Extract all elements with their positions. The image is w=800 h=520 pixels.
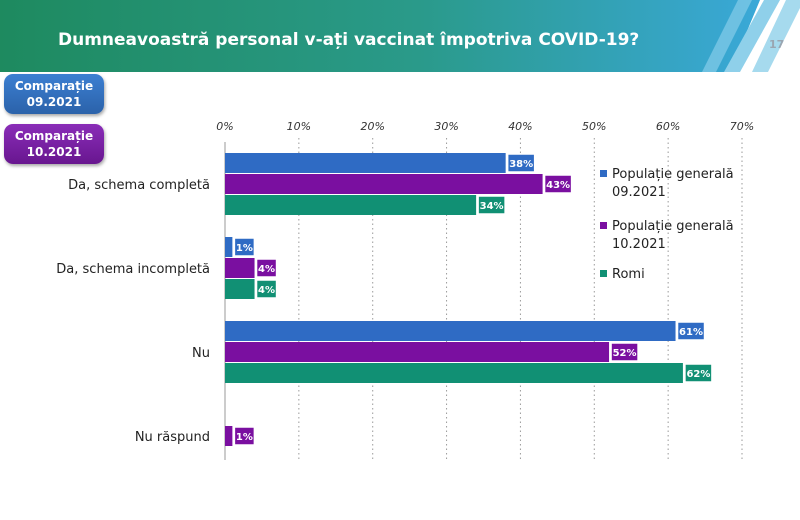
bar <box>225 153 506 173</box>
badge-label: Comparație <box>14 79 94 93</box>
x-tick-label: 60% <box>656 120 680 133</box>
data-label: 4% <box>258 264 275 275</box>
data-label: 62% <box>686 369 710 380</box>
data-label: 34% <box>480 201 504 212</box>
data-label: 4% <box>258 285 275 296</box>
page-number: 17 <box>769 38 785 51</box>
category-label: Nu răspund <box>135 430 210 445</box>
legend-label: Populație generală <box>612 167 734 182</box>
bar <box>225 321 676 341</box>
x-tick-label: 70% <box>730 120 754 133</box>
legend-label-date: 09.2021 <box>612 185 666 200</box>
bar <box>225 237 233 257</box>
legend-label: Populație generală <box>612 219 734 234</box>
legend-label-date: 10.2021 <box>612 237 666 252</box>
x-tick-label: 50% <box>582 120 606 133</box>
data-label-box <box>255 279 278 299</box>
bar <box>225 258 255 278</box>
data-label-box <box>255 258 278 278</box>
bar <box>225 279 255 299</box>
x-tick-label: 20% <box>360 120 384 133</box>
data-label-box <box>543 174 573 194</box>
data-label: 61% <box>679 327 703 338</box>
data-label-box <box>506 153 536 173</box>
data-label-box <box>233 426 256 446</box>
legend-marker <box>600 222 607 229</box>
page-title: Dumneavoastră personal v-ați vaccinat îm… <box>58 30 640 50</box>
bar <box>225 342 610 362</box>
data-label-box <box>684 363 713 383</box>
data-label: 38% <box>509 159 533 170</box>
badge-label: Comparație <box>14 129 94 143</box>
badge-date: 10.2021 <box>26 145 82 159</box>
legend-marker <box>600 170 607 177</box>
comparison-badge-10-2021[interactable]: Comparație 10.2021 <box>4 124 104 164</box>
x-tick-label: 40% <box>508 120 532 133</box>
data-label-box <box>477 195 506 215</box>
category-label: Da, schema completă <box>68 178 210 193</box>
legend-label: Romi <box>612 267 645 282</box>
x-tick-label: 10% <box>287 120 311 133</box>
badge-date: 09.2021 <box>26 95 82 109</box>
header-banner <box>0 0 800 72</box>
bar <box>225 426 233 446</box>
data-label-box <box>610 342 639 362</box>
data-label-box <box>676 321 706 341</box>
data-label: 1% <box>236 432 253 443</box>
data-label: 52% <box>613 348 637 359</box>
data-label: 43% <box>546 180 570 191</box>
comparison-badge-09-2021[interactable]: Comparație 09.2021 <box>4 74 104 114</box>
data-label: 1% <box>236 243 253 254</box>
category-label: Nu <box>192 346 210 361</box>
bar <box>225 174 543 194</box>
legend-marker <box>600 270 607 277</box>
x-tick-label: 0% <box>216 120 233 133</box>
data-label-box <box>233 237 256 257</box>
category-label: Da, schema incompletă <box>56 262 210 277</box>
bar <box>225 363 683 383</box>
bar <box>225 195 477 215</box>
x-tick-label: 30% <box>434 120 458 133</box>
